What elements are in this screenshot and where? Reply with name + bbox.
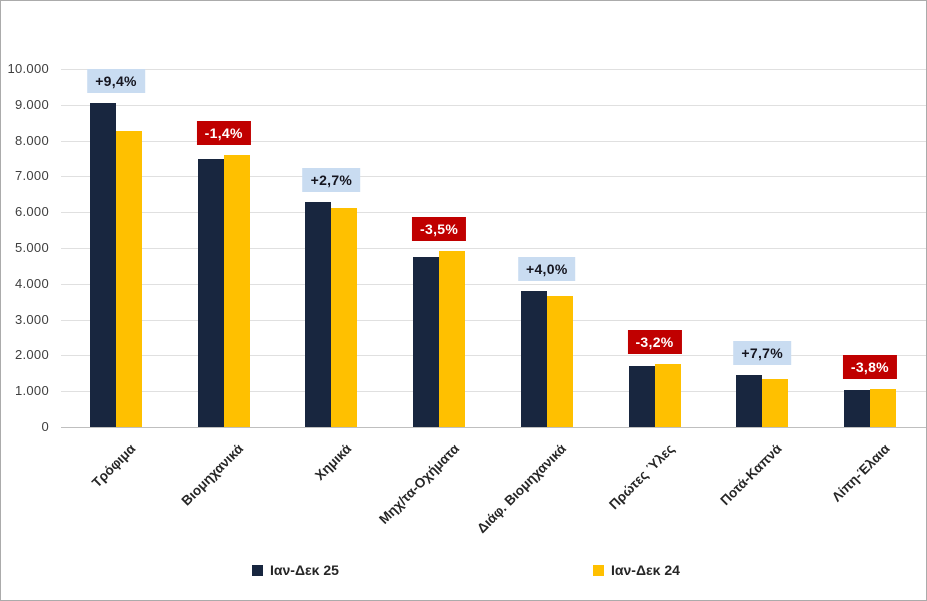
x-axis-category-label: Ποτά-Καπνά: [717, 441, 785, 509]
bar-ian-dek-24: [546, 295, 573, 427]
x-axis-category-label: Χημικά: [311, 441, 355, 484]
pct-change-badge: -1,4%: [196, 120, 251, 145]
x-axis-category-label: Βιομηχανικά: [178, 441, 247, 509]
gridline: [61, 176, 926, 177]
y-axis-tick-label: 0: [41, 419, 49, 434]
y-axis-tick-label: 8.000: [14, 132, 49, 148]
gridline: [61, 320, 926, 321]
y-axis-tick-label: 9.000: [14, 96, 49, 112]
bar-ian-dek-24: [869, 388, 896, 427]
pct-change-badge: +4,0%: [518, 256, 576, 281]
bar-ian-dek-25: [305, 202, 332, 427]
legend: Ιαν-Δεκ 25 Ιαν-Δεκ 24: [1, 562, 926, 586]
x-axis-category-label: Διάφ. Βιομηχανικά: [474, 441, 570, 537]
pct-change-badge: +2,7%: [302, 168, 361, 193]
gridline: [61, 212, 926, 213]
gridline: [61, 355, 926, 356]
x-axis-category-label: Μηχ/τα-Οχήματα: [375, 441, 462, 527]
bar-ian-dek-25: [197, 158, 224, 427]
legend-swatch-yellow: [593, 564, 604, 576]
legend-label: Ιαν-Δεκ 24: [611, 562, 680, 578]
x-axis-line: [61, 427, 926, 428]
bar-ian-dek-25: [520, 290, 547, 427]
pct-change-badge: -3,5%: [412, 217, 467, 242]
bar-ian-dek-25: [413, 257, 440, 427]
y-axis-tick-label: 4.000: [14, 275, 49, 291]
legend-item-ian-dek-25: Ιαν-Δεκ 25: [252, 562, 339, 578]
y-axis-tick-label: 6.000: [14, 204, 49, 220]
gridline: [61, 248, 926, 249]
pct-change-badge: +7,7%: [733, 341, 791, 366]
legend-label: Ιαν-Δεκ 25: [270, 562, 339, 578]
y-axis-tick-label: 10.000: [7, 61, 49, 76]
x-axis-category-label: Λίπη-Έλαια: [828, 441, 893, 505]
bar-ian-dek-24: [223, 154, 250, 427]
y-axis-tick-label: 2.000: [14, 347, 49, 363]
y-axis-tick-label: 3.000: [14, 311, 49, 327]
x-axis-category-label: Τρόφιμα: [89, 441, 139, 491]
bar-ian-dek-24: [762, 378, 789, 427]
y-axis-tick-label: 1.000: [14, 383, 49, 399]
pct-change-badge: +9,4%: [87, 69, 145, 93]
bar-ian-dek-24: [116, 130, 142, 427]
gridline: [61, 284, 926, 285]
gridline: [61, 69, 926, 70]
pct-change-badge: -3,2%: [627, 330, 682, 355]
gridline: [61, 391, 926, 392]
bar-ian-dek-25: [736, 375, 763, 427]
bar-ian-dek-25: [628, 366, 655, 427]
y-axis-tick-label: 7.000: [14, 168, 49, 184]
bar-ian-dek-25: [843, 390, 870, 427]
pct-change-badge: -3,8%: [842, 354, 897, 379]
x-axis-category-label: Πρώτες Ύλες: [605, 441, 678, 513]
bar-ian-dek-24: [439, 251, 466, 427]
gridline: [61, 105, 926, 106]
bar-ian-dek-24: [654, 364, 681, 427]
y-axis-tick-label: 5.000: [14, 240, 49, 255]
legend-swatch-navy: [252, 564, 263, 576]
bar-ian-dek-25: [90, 103, 116, 427]
gridline: [61, 141, 926, 142]
bar-ian-dek-24: [331, 207, 358, 427]
legend-item-ian-dek-24: Ιαν-Δεκ 24: [593, 562, 680, 578]
